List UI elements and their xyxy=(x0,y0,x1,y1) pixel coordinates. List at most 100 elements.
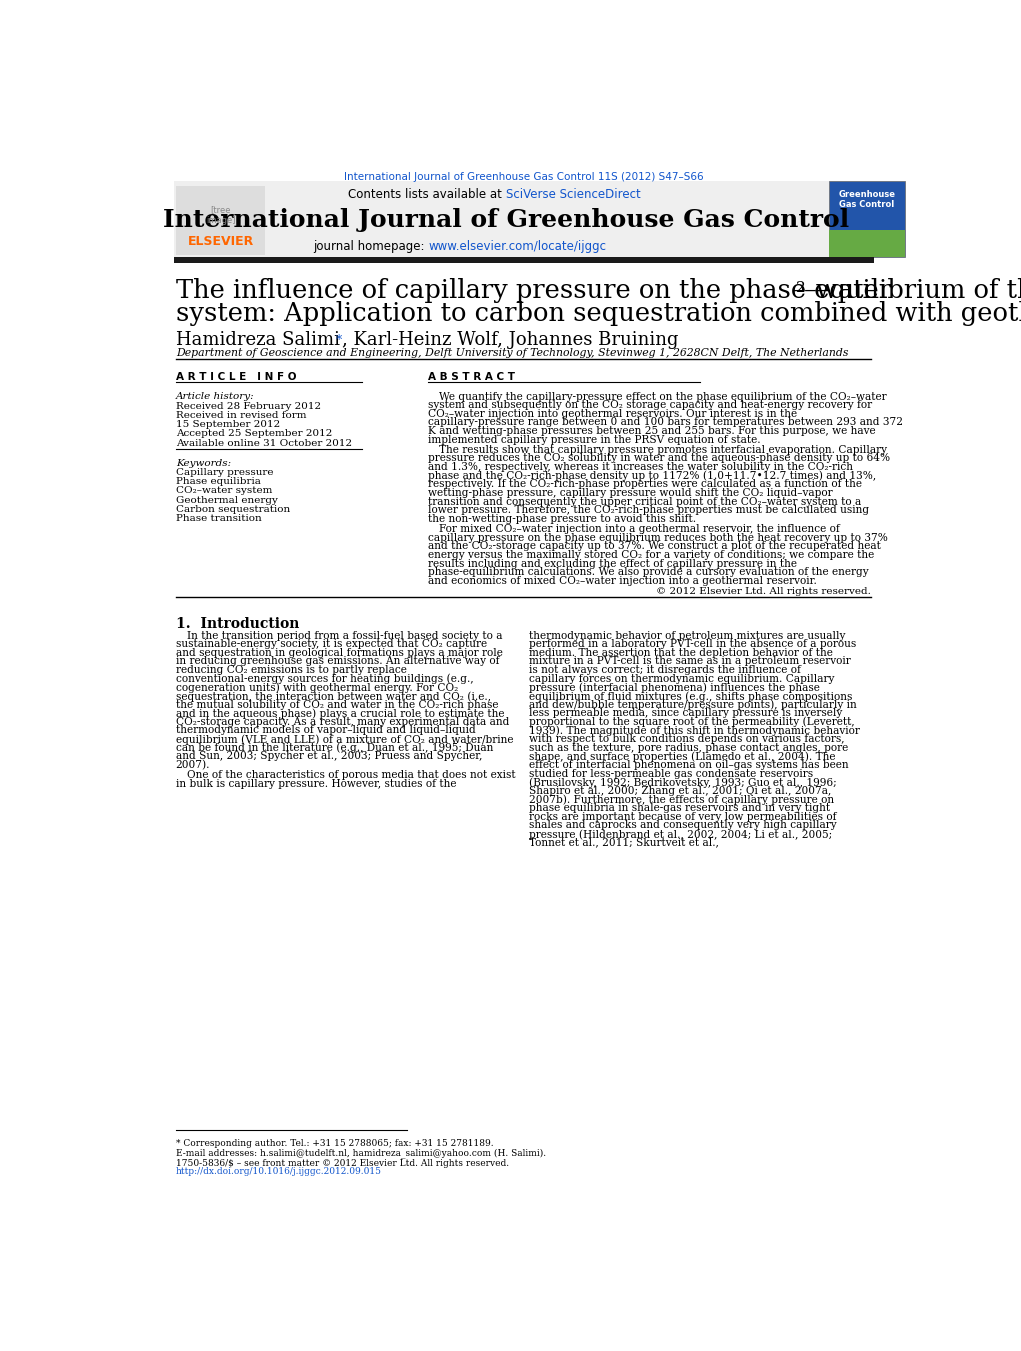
Text: (Brusilovsky, 1992; Bedrikovetsky, 1993; Guo et al., 1996;: (Brusilovsky, 1992; Bedrikovetsky, 1993;… xyxy=(529,777,836,788)
Text: in bulk is capillary pressure. However, studies of the: in bulk is capillary pressure. However, … xyxy=(176,778,456,789)
Text: *: * xyxy=(335,334,342,347)
Text: ELSEVIER: ELSEVIER xyxy=(188,235,254,247)
Text: results including and excluding the effect of capillary pressure in the: results including and excluding the effe… xyxy=(429,558,797,569)
Text: Shapiro et al., 2000; Zhang et al., 2001; Qi et al., 2007a,: Shapiro et al., 2000; Zhang et al., 2001… xyxy=(529,786,831,796)
Text: Received in revised form: Received in revised form xyxy=(176,411,306,420)
Text: Keywords:: Keywords: xyxy=(176,458,231,467)
Text: lower pressure. Therefore, the CO₂-rich-phase properties must be calculated usin: lower pressure. Therefore, the CO₂-rich-… xyxy=(429,505,870,515)
Text: www.elsevier.com/locate/ijggc: www.elsevier.com/locate/ijggc xyxy=(429,240,606,253)
Text: © 2012 Elsevier Ltd. All rights reserved.: © 2012 Elsevier Ltd. All rights reserved… xyxy=(655,586,871,596)
Text: pressure (interfacial phenomena) influences the phase: pressure (interfacial phenomena) influen… xyxy=(529,682,820,693)
Text: effect of interfacial phenomena on oil–gas systems has been: effect of interfacial phenomena on oil–g… xyxy=(529,761,848,770)
Text: conventional-energy sources for heating buildings (e.g.,: conventional-energy sources for heating … xyxy=(176,674,474,684)
Text: CO₂–water system: CO₂–water system xyxy=(176,486,272,496)
Text: phase-equilibrium calculations. We also provide a cursory evaluation of the ener: phase-equilibrium calculations. We also … xyxy=(429,567,869,577)
Text: CO₂–water injection into geothermal reservoirs. Our interest is in the: CO₂–water injection into geothermal rese… xyxy=(429,409,797,419)
FancyBboxPatch shape xyxy=(175,257,874,263)
Text: 15 September 2012: 15 September 2012 xyxy=(176,420,280,430)
Text: respectively. If the CO₂-rich-phase properties were calculated as a function of : respectively. If the CO₂-rich-phase prop… xyxy=(429,480,863,489)
Text: –water: –water xyxy=(804,278,891,304)
Text: and Sun, 2003; Spycher et al., 2003; Pruess and Spycher,: and Sun, 2003; Spycher et al., 2003; Pru… xyxy=(176,751,482,762)
Text: Available online 31 October 2012: Available online 31 October 2012 xyxy=(176,439,352,447)
Text: and economics of mixed CO₂–water injection into a geothermal reservoir.: and economics of mixed CO₂–water injecti… xyxy=(429,576,817,586)
Text: capillary pressure on the phase equilibrium reduces both the heat recovery up to: capillary pressure on the phase equilibr… xyxy=(429,532,888,543)
Text: CO₂-storage capacity. As a result, many experimental data and: CO₂-storage capacity. As a result, many … xyxy=(176,717,509,727)
Text: E-mail addresses: h.salimi@tudelft.nl, hamidreza_salimi@yahoo.com (H. Salimi).: E-mail addresses: h.salimi@tudelft.nl, h… xyxy=(176,1148,546,1158)
Text: capillary-pressure range between 0 and 100 bars for temperatures between 293 and: capillary-pressure range between 0 and 1… xyxy=(429,417,904,427)
Text: system and subsequently on the CO₂ storage capacity and heat-energy recovery for: system and subsequently on the CO₂ stora… xyxy=(429,400,873,411)
Text: the mutual solubility of CO₂ and water in the CO₂-rich phase: the mutual solubility of CO₂ and water i… xyxy=(176,700,498,709)
Text: pressure reduces the CO₂ solubility in water and the aqueous-phase density up to: pressure reduces the CO₂ solubility in w… xyxy=(429,454,890,463)
Text: with respect to bulk conditions depends on various factors,: with respect to bulk conditions depends … xyxy=(529,734,844,744)
Text: Received 28 February 2012: Received 28 February 2012 xyxy=(176,401,321,411)
Text: reducing CO₂ emissions is to partly replace: reducing CO₂ emissions is to partly repl… xyxy=(176,665,406,676)
Text: http://dx.doi.org/10.1016/j.ijggc.2012.09.015: http://dx.doi.org/10.1016/j.ijggc.2012.0… xyxy=(176,1167,382,1175)
Text: Department of Geoscience and Engineering, Delft University of Technology, Stevin: Department of Geoscience and Engineering… xyxy=(176,347,848,358)
FancyBboxPatch shape xyxy=(175,181,829,257)
Text: less permeable media, since capillary pressure is inversely: less permeable media, since capillary pr… xyxy=(529,708,842,719)
Text: A B S T R A C T: A B S T R A C T xyxy=(429,373,516,382)
Text: thermodynamic behavior of petroleum mixtures are usually: thermodynamic behavior of petroleum mixt… xyxy=(529,631,845,640)
Text: International Journal of Greenhouse Gas Control: International Journal of Greenhouse Gas … xyxy=(162,208,848,232)
Text: Tonnet et al., 2011; Skurtveit et al.,: Tonnet et al., 2011; Skurtveit et al., xyxy=(529,838,719,847)
Text: rocks are important because of very low permeabilities of: rocks are important because of very low … xyxy=(529,812,836,821)
Text: Accepted 25 September 2012: Accepted 25 September 2012 xyxy=(176,430,332,438)
FancyBboxPatch shape xyxy=(176,186,264,255)
Text: A R T I C L E   I N F O: A R T I C L E I N F O xyxy=(176,373,296,382)
Text: equilibrium (VLE and LLE) of a mixture of CO₂ and water/brine: equilibrium (VLE and LLE) of a mixture o… xyxy=(176,734,514,744)
Text: * Corresponding author. Tel.: +31 15 2788065; fax: +31 15 2781189.: * Corresponding author. Tel.: +31 15 278… xyxy=(176,1139,493,1148)
Text: Article history:: Article history: xyxy=(176,392,254,401)
Text: and dew/bubble temperature/pressure points), particularly in: and dew/bubble temperature/pressure poin… xyxy=(529,700,857,711)
Text: 1750-5836/$ – see front matter © 2012 Elsevier Ltd. All rights reserved.: 1750-5836/$ – see front matter © 2012 El… xyxy=(176,1159,508,1167)
Text: phase equilibria in shale-gas reservoirs and in very tight: phase equilibria in shale-gas reservoirs… xyxy=(529,802,830,813)
Text: [tree
image]: [tree image] xyxy=(206,205,236,224)
Text: cogeneration units) with geothermal energy. For CO₂: cogeneration units) with geothermal ener… xyxy=(176,682,458,693)
Text: phase and the CO₂-rich-phase density up to 1172% (1.0+11.7•12.7 times) and 13%,: phase and the CO₂-rich-phase density up … xyxy=(429,470,876,481)
Text: wetting-phase pressure, capillary pressure would shift the CO₂ liquid–vapor: wetting-phase pressure, capillary pressu… xyxy=(429,488,833,499)
Text: For mixed CO₂–water injection into a geothermal reservoir, the influence of: For mixed CO₂–water injection into a geo… xyxy=(439,524,840,534)
Text: International Journal of Greenhouse Gas Control 11S (2012) S47–S66: International Journal of Greenhouse Gas … xyxy=(344,172,703,182)
Text: 1.  Introduction: 1. Introduction xyxy=(176,616,299,631)
FancyBboxPatch shape xyxy=(829,230,905,257)
Text: such as the texture, pore radius, phase contact angles, pore: such as the texture, pore radius, phase … xyxy=(529,743,848,753)
Text: , Karl-Heinz Wolf, Johannes Bruining: , Karl-Heinz Wolf, Johannes Bruining xyxy=(342,331,678,349)
Text: proportional to the square root of the permeability (Leverett,: proportional to the square root of the p… xyxy=(529,717,855,727)
Text: mixture in a PVT-cell is the same as in a petroleum reservoir: mixture in a PVT-cell is the same as in … xyxy=(529,657,850,666)
Text: is not always correct; it disregards the influence of: is not always correct; it disregards the… xyxy=(529,665,800,676)
Text: sustainable-energy society, it is expected that CO₂ capture: sustainable-energy society, it is expect… xyxy=(176,639,487,650)
Text: in reducing greenhouse gas emissions. An alternative way of: in reducing greenhouse gas emissions. An… xyxy=(176,657,499,666)
Text: The influence of capillary pressure on the phase equilibrium of the CO: The influence of capillary pressure on t… xyxy=(176,278,1021,304)
Text: sequestration, the interaction between water and CO₂ (i.e.,: sequestration, the interaction between w… xyxy=(176,690,491,701)
Text: Contents lists available at: Contents lists available at xyxy=(348,188,505,200)
Text: system: Application to carbon sequestration combined with geothermal energy: system: Application to carbon sequestrat… xyxy=(176,301,1021,327)
Text: shales and caprocks and consequently very high capillary: shales and caprocks and consequently ver… xyxy=(529,820,836,831)
Text: Phase transition: Phase transition xyxy=(176,513,261,523)
Text: Phase equilibria: Phase equilibria xyxy=(176,477,260,486)
Text: 2007).: 2007). xyxy=(176,761,210,770)
Text: 2007b). Furthermore, the effects of capillary pressure on: 2007b). Furthermore, the effects of capi… xyxy=(529,794,834,805)
Text: Geothermal energy: Geothermal energy xyxy=(176,496,278,504)
Text: studied for less-permeable gas condensate reservoirs: studied for less-permeable gas condensat… xyxy=(529,769,813,778)
Text: Hamidreza Salimi: Hamidreza Salimi xyxy=(176,331,340,349)
Text: The results show that capillary pressure promotes interfacial evaporation. Capil: The results show that capillary pressure… xyxy=(439,444,887,455)
FancyBboxPatch shape xyxy=(829,181,905,257)
Text: and in the aqueous phase) plays a crucial role to estimate the: and in the aqueous phase) plays a crucia… xyxy=(176,708,504,719)
Text: Capillary pressure: Capillary pressure xyxy=(176,467,274,477)
Text: 2: 2 xyxy=(795,281,806,296)
Text: energy versus the maximally stored CO₂ for a variety of conditions; we compare t: energy versus the maximally stored CO₂ f… xyxy=(429,550,875,559)
Text: One of the characteristics of porous media that does not exist: One of the characteristics of porous med… xyxy=(187,770,516,780)
Text: can be found in the literature (e.g., Duan et al., 1995; Duan: can be found in the literature (e.g., Du… xyxy=(176,743,493,754)
Text: the non-wetting-phase pressure to avoid this shift.: the non-wetting-phase pressure to avoid … xyxy=(429,513,696,524)
Text: SciVerse ScienceDirect: SciVerse ScienceDirect xyxy=(505,188,640,200)
Text: implemented capillary pressure in the PRSV equation of state.: implemented capillary pressure in the PR… xyxy=(429,435,761,444)
Text: K and wetting-phase pressures between 25 and 255 bars. For this purpose, we have: K and wetting-phase pressures between 25… xyxy=(429,426,876,436)
Text: We quantify the capillary-pressure effect on the phase equilibrium of the CO₂–wa: We quantify the capillary-pressure effec… xyxy=(439,392,887,401)
Text: 1939). The magnitude of this shift in thermodynamic behavior: 1939). The magnitude of this shift in th… xyxy=(529,725,860,736)
Text: shape, and surface properties (Llamedo et al., 2004). The: shape, and surface properties (Llamedo e… xyxy=(529,751,835,762)
Text: journal homepage:: journal homepage: xyxy=(313,240,429,253)
Text: thermodynamic models of vapor–liquid and liquid–liquid: thermodynamic models of vapor–liquid and… xyxy=(176,725,476,735)
Text: and sequestration in geological formations plays a major role: and sequestration in geological formatio… xyxy=(176,648,502,658)
Text: and the CO₂-storage capacity up to 37%. We construct a plot of the recuperated h: and the CO₂-storage capacity up to 37%. … xyxy=(429,542,881,551)
Text: and 1.3%, respectively, whereas it increases the water solubility in the CO₂-ric: and 1.3%, respectively, whereas it incre… xyxy=(429,462,854,471)
Text: capillary forces on thermodynamic equilibrium. Capillary: capillary forces on thermodynamic equili… xyxy=(529,674,834,684)
